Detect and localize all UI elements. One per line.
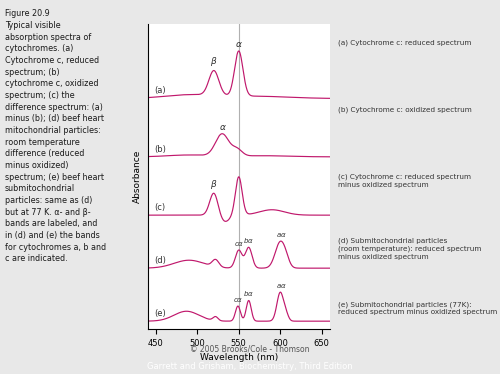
Text: (b) Cytochrome c: oxidized spectrum: (b) Cytochrome c: oxidized spectrum	[338, 107, 471, 113]
Text: (e): (e)	[154, 309, 166, 318]
Text: Garrett and Grisham, Biochemistry, Third Edition: Garrett and Grisham, Biochemistry, Third…	[147, 362, 353, 371]
Text: (c): (c)	[154, 203, 166, 212]
Text: $a\alpha$: $a\alpha$	[276, 231, 286, 239]
Text: Figure 20.9
Typical visible
absorption spectra of
cytochromes. (a)
Cytochrome c,: Figure 20.9 Typical visible absorption s…	[5, 9, 106, 263]
Text: (c) Cytochrome c: reduced spectrum
minus oxidized spectrum: (c) Cytochrome c: reduced spectrum minus…	[338, 174, 470, 188]
Text: $b\alpha$: $b\alpha$	[243, 236, 254, 245]
Text: $c\alpha$: $c\alpha$	[232, 296, 243, 304]
Text: (e) Submitochondrial particles (77K):
reduced spectrum minus oxidized spectrum: (e) Submitochondrial particles (77K): re…	[338, 301, 497, 315]
Text: © 2005 Brooks/Cole - Thomson: © 2005 Brooks/Cole - Thomson	[190, 344, 310, 353]
Text: (a) Cytochrome c: reduced spectrum: (a) Cytochrome c: reduced spectrum	[338, 39, 471, 46]
X-axis label: Wavelength (nm): Wavelength (nm)	[200, 353, 278, 362]
Text: $\alpha$: $\alpha$	[235, 40, 242, 49]
Text: $c\alpha$: $c\alpha$	[234, 240, 244, 248]
Text: (a): (a)	[154, 86, 166, 95]
Text: (d) Submitochondrial particles
(room temperature): reduced spectrum
minus oxidiz: (d) Submitochondrial particles (room tem…	[338, 237, 481, 260]
Text: $\beta$: $\beta$	[210, 178, 218, 191]
Text: $b\alpha$: $b\alpha$	[243, 289, 254, 298]
Y-axis label: Absorbance: Absorbance	[133, 150, 142, 203]
Text: $\alpha$: $\alpha$	[219, 123, 227, 132]
Text: $a\alpha$: $a\alpha$	[276, 282, 286, 290]
Text: $\beta$: $\beta$	[210, 55, 218, 68]
Text: (b): (b)	[154, 145, 166, 154]
Text: (d): (d)	[154, 256, 166, 265]
